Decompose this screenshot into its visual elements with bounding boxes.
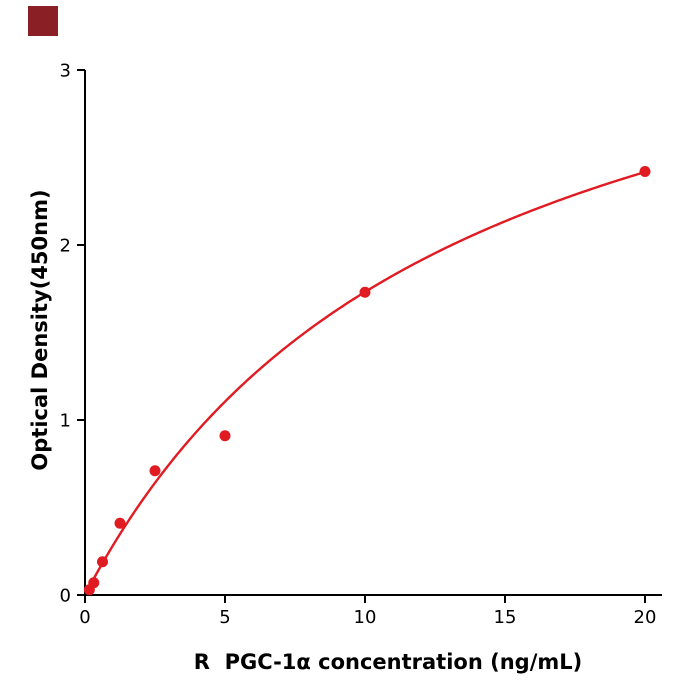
brand-logo-mark [28, 6, 58, 36]
y-tick-label: 1 [60, 411, 71, 432]
fit-curve-path [85, 170, 647, 594]
axes [84, 70, 662, 596]
axis-ticks: 0 5 10 15 20 0 1 2 3 [60, 61, 657, 629]
y-tick-label: 3 [60, 61, 71, 82]
y-tick-label: 0 [60, 586, 71, 607]
x-axis-title: R PGC-1α concentration (ng/mL) [193, 650, 583, 674]
y-tick-label: 2 [60, 236, 71, 257]
y-axis-title: Optical Density(450nm) [28, 189, 52, 471]
x-tick-label: 10 [354, 607, 377, 628]
data-point [114, 517, 126, 529]
fit-curve [85, 170, 647, 594]
x-tick-label: 15 [494, 607, 517, 628]
x-tick-label: 20 [634, 607, 657, 628]
x-tick-label: 5 [219, 607, 230, 628]
data-point [97, 556, 108, 568]
x-tick-label: 0 [79, 607, 90, 628]
data-point [149, 465, 161, 477]
data-point [639, 166, 651, 177]
data-point [88, 577, 100, 589]
data-point [219, 430, 231, 442]
data-points [83, 166, 651, 596]
data-point [359, 286, 371, 298]
